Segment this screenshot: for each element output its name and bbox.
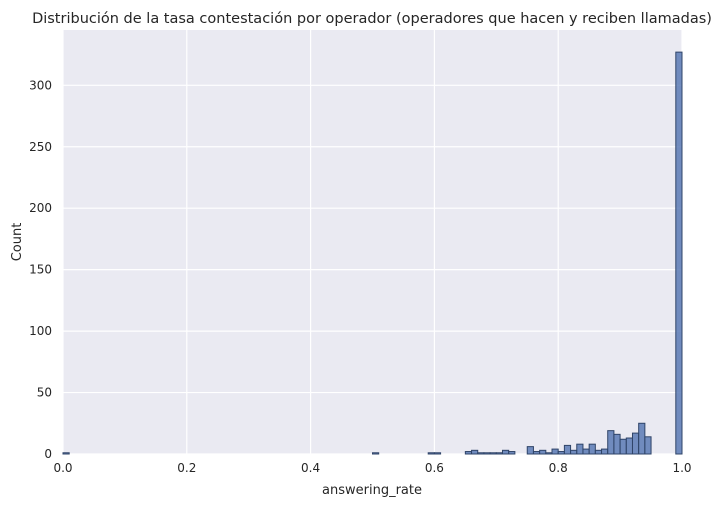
histogram-bar (483, 452, 491, 455)
histogram-bar (372, 452, 380, 455)
histogram-bar (570, 449, 578, 455)
y-axis-ticks: 0 50 100 150 200 250 300 (29, 78, 52, 461)
histogram-bar (594, 449, 603, 455)
chart-title: Distribución de la tasa contestación por… (32, 11, 712, 27)
histogram-bar (557, 451, 565, 455)
histogram-bar (563, 444, 572, 455)
histogram-bar (582, 448, 590, 455)
histogram-bar (644, 436, 652, 455)
y-tick-label: 300 (29, 78, 52, 92)
y-tick-label: 100 (29, 324, 52, 338)
histogram-bar (545, 452, 553, 455)
histogram-bar (495, 452, 503, 455)
x-axis-label: answering_rate (322, 483, 422, 498)
histogram-bar (619, 438, 627, 455)
x-tick-label: 0.6 (425, 461, 444, 475)
histogram-bar (501, 449, 510, 455)
histogram-bar (551, 448, 559, 455)
histogram-bar (464, 451, 473, 455)
histogram-bar (532, 451, 541, 455)
x-tick-label: 1.0 (672, 461, 691, 475)
histogram-bar (471, 449, 479, 455)
x-axis-ticks: 0.0 0.2 0.4 0.6 0.8 1.0 (53, 461, 691, 475)
histogram-bar (588, 443, 596, 455)
histogram-bar (526, 446, 534, 455)
histogram-bar (477, 452, 485, 455)
histogram-bar (539, 449, 547, 455)
histogram-bar (631, 432, 640, 455)
y-tick-label: 200 (29, 201, 52, 215)
y-axis-label: Count (10, 223, 25, 262)
y-tick-label: 250 (29, 140, 52, 154)
plot-area (63, 30, 682, 454)
histogram-bar (62, 452, 70, 455)
histogram-bar (638, 422, 646, 455)
histogram-bars (62, 51, 683, 455)
y-tick-label: 150 (29, 263, 52, 277)
histogram-bar (601, 448, 609, 455)
histogram-bar (508, 451, 516, 455)
histogram-bar (433, 452, 442, 455)
x-tick-label: 0.0 (53, 461, 72, 475)
x-tick-label: 0.8 (549, 461, 568, 475)
histogram-bar (427, 452, 435, 455)
histogram-bar (625, 437, 633, 455)
histogram-bar (489, 452, 497, 455)
histogram-bar (576, 443, 584, 455)
x-tick-label: 0.4 (301, 461, 320, 475)
histogram-bar (613, 433, 621, 455)
y-tick-label: 50 (37, 386, 52, 400)
y-tick-label: 0 (44, 447, 52, 461)
x-tick-label: 0.2 (177, 461, 196, 475)
histogram-bar (607, 430, 615, 455)
histogram-bar (675, 51, 683, 455)
